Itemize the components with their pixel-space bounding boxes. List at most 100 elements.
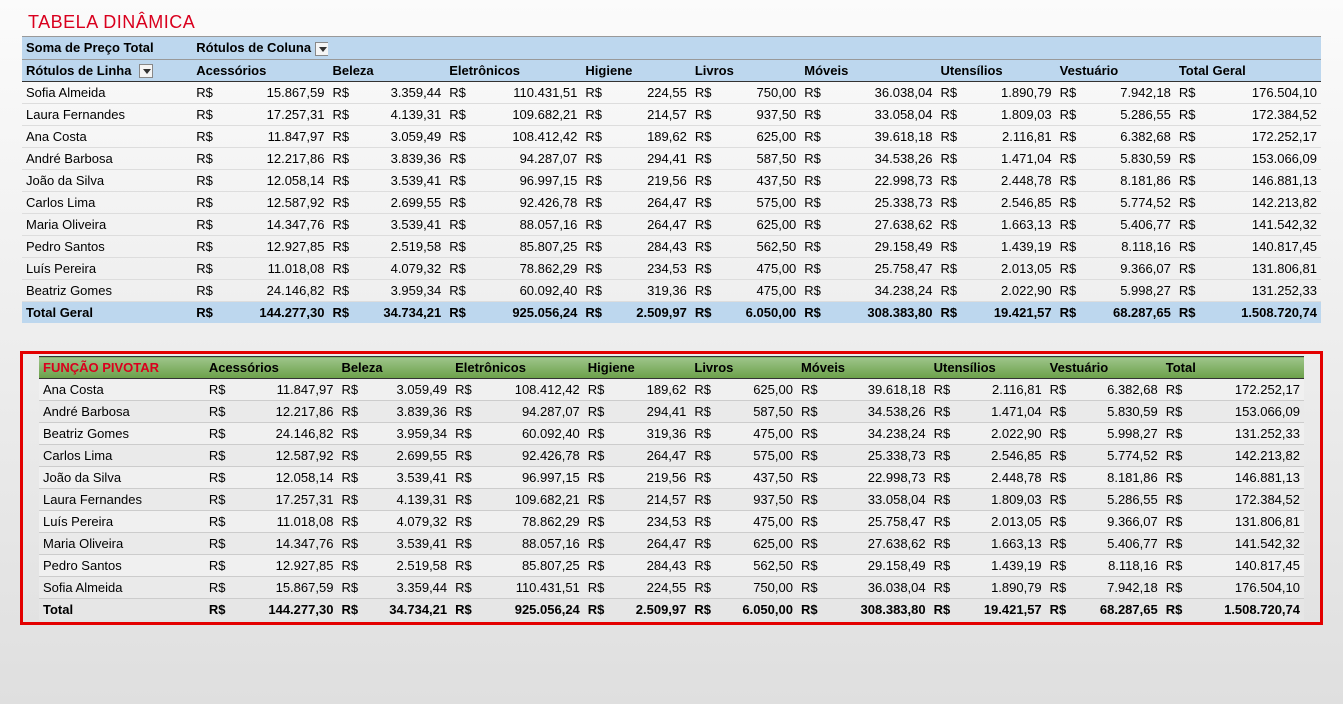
table-row: Luís PereiraR$11.018,08R$4.079,32R$78.86… [39, 511, 1304, 533]
currency-symbol: R$ [1162, 445, 1193, 467]
cell-value: 2.546,85 [968, 192, 1056, 214]
cell-value: 5.286,55 [1076, 489, 1161, 511]
cell-value: 142.213,82 [1206, 192, 1321, 214]
cell-value: 475,00 [721, 423, 797, 445]
cell-value: 562,50 [722, 236, 800, 258]
currency-symbol: R$ [1162, 467, 1193, 489]
currency-symbol: R$ [930, 379, 961, 401]
currency-symbol: R$ [445, 236, 477, 258]
col-header-total: Total [1162, 357, 1304, 379]
currency-symbol: R$ [930, 489, 961, 511]
currency-symbol: R$ [581, 302, 613, 324]
cell-value: 92.426,78 [482, 445, 584, 467]
cell-value: 7.942,18 [1076, 577, 1161, 599]
currency-symbol: R$ [930, 599, 961, 621]
cell-value: 146.881,13 [1193, 467, 1305, 489]
currency-symbol: R$ [1046, 599, 1077, 621]
cell-value: 8.118,16 [1087, 236, 1175, 258]
currency-symbol: R$ [1162, 577, 1193, 599]
cell-value: 25.758,47 [828, 511, 930, 533]
cell-value: 140.817,45 [1193, 555, 1305, 577]
col-header-total: Total Geral [1175, 59, 1321, 82]
currency-symbol: R$ [936, 170, 968, 192]
row-name: Carlos Lima [22, 192, 192, 214]
cell-value: 308.383,80 [832, 302, 937, 324]
currency-symbol: R$ [584, 401, 615, 423]
currency-symbol: R$ [797, 489, 828, 511]
cell-value: 85.807,25 [482, 555, 584, 577]
currency-symbol: R$ [690, 467, 721, 489]
currency-symbol: R$ [328, 170, 360, 192]
dropdown-icon[interactable] [315, 42, 329, 56]
currency-symbol: R$ [1056, 214, 1088, 236]
currency-symbol: R$ [192, 280, 224, 302]
cell-value: 234,53 [613, 258, 691, 280]
currency-symbol: R$ [581, 170, 613, 192]
dropdown-icon[interactable] [139, 64, 153, 78]
currency-symbol: R$ [445, 148, 477, 170]
table-row: Sofia AlmeidaR$15.867,59R$3.359,44R$110.… [39, 577, 1304, 599]
currency-symbol: R$ [800, 236, 832, 258]
currency-symbol: R$ [451, 599, 482, 621]
currency-symbol: R$ [1046, 489, 1077, 511]
currency-symbol: R$ [691, 192, 723, 214]
currency-symbol: R$ [337, 445, 368, 467]
cell-value: 15.867,59 [224, 82, 329, 104]
currency-symbol: R$ [690, 511, 721, 533]
currency-symbol: R$ [445, 302, 477, 324]
currency-symbol: R$ [1056, 192, 1088, 214]
table-row: Sofia AlmeidaR$15.867,59R$3.359,44R$110.… [22, 82, 1321, 104]
cell-value: 1.809,03 [968, 104, 1056, 126]
cell-value: 1.809,03 [960, 489, 1045, 511]
cell-value: 8.181,86 [1087, 170, 1175, 192]
currency-symbol: R$ [445, 258, 477, 280]
cell-value: 24.146,82 [236, 423, 338, 445]
currency-symbol: R$ [192, 82, 224, 104]
cell-value: 6.382,68 [1087, 126, 1175, 148]
cell-value: 146.881,13 [1206, 170, 1321, 192]
col-header: Livros [690, 357, 797, 379]
currency-symbol: R$ [1162, 423, 1193, 445]
currency-symbol: R$ [1162, 555, 1193, 577]
currency-symbol: R$ [451, 555, 482, 577]
currency-symbol: R$ [337, 555, 368, 577]
currency-symbol: R$ [445, 126, 477, 148]
currency-symbol: R$ [1056, 302, 1088, 324]
currency-symbol: R$ [451, 511, 482, 533]
cell-value: 284,43 [613, 236, 691, 258]
cell-value: 2.546,85 [960, 445, 1045, 467]
table-row: Carlos LimaR$12.587,92R$2.699,55R$92.426… [39, 445, 1304, 467]
currency-symbol: R$ [192, 126, 224, 148]
currency-symbol: R$ [1175, 236, 1207, 258]
currency-symbol: R$ [936, 258, 968, 280]
currency-symbol: R$ [800, 148, 832, 170]
currency-symbol: R$ [1175, 126, 1207, 148]
cell-value: 22.998,73 [828, 467, 930, 489]
cell-value: 1.890,79 [968, 82, 1056, 104]
currency-symbol: R$ [1175, 148, 1207, 170]
currency-symbol: R$ [690, 489, 721, 511]
table-row: Maria OliveiraR$14.347,76R$3.539,41R$88.… [22, 214, 1321, 236]
cell-value: 2.699,55 [360, 192, 445, 214]
col-header: Higiene [581, 59, 690, 82]
row-name: André Barbosa [39, 401, 205, 423]
currency-symbol: R$ [1175, 170, 1207, 192]
currency-symbol: R$ [1056, 280, 1088, 302]
row-name: André Barbosa [22, 148, 192, 170]
currency-symbol: R$ [337, 467, 368, 489]
currency-symbol: R$ [445, 82, 477, 104]
cell-value: 925.056,24 [477, 302, 582, 324]
currency-symbol: R$ [1056, 82, 1088, 104]
cell-value: 94.287,07 [482, 401, 584, 423]
col-header: Acessórios [205, 357, 338, 379]
cell-value: 29.158,49 [832, 236, 937, 258]
currency-symbol: R$ [690, 599, 721, 621]
currency-symbol: R$ [691, 280, 723, 302]
currency-symbol: R$ [1056, 126, 1088, 148]
currency-symbol: R$ [192, 170, 224, 192]
cell-value: 142.213,82 [1193, 445, 1305, 467]
table-row: João da SilvaR$12.058,14R$3.539,41R$96.9… [22, 170, 1321, 192]
currency-symbol: R$ [192, 236, 224, 258]
row-name: Sofia Almeida [22, 82, 192, 104]
currency-symbol: R$ [445, 170, 477, 192]
